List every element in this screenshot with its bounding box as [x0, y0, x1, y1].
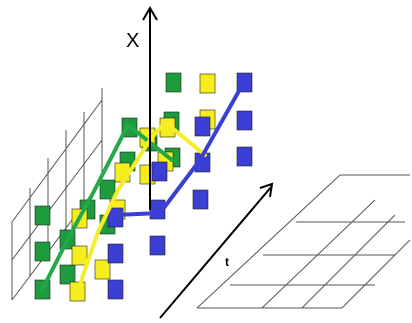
floor-grid-column	[301, 214, 396, 309]
blue-square-marker	[194, 116, 211, 137]
blue-square-marker	[107, 207, 124, 228]
left-grid-rung	[11, 139, 103, 261]
blue-square-marker	[107, 243, 124, 264]
yellow-square-marker	[199, 73, 216, 94]
t-axis-label: t	[225, 255, 229, 269]
t-axis-line	[159, 185, 273, 319]
floor-grid-column	[261, 199, 376, 309]
green-square-marker	[99, 179, 116, 200]
green-square-marker	[165, 72, 182, 93]
x-axis-label: X	[126, 30, 140, 52]
blue-square-marker	[149, 235, 166, 256]
blue-square-marker	[236, 110, 253, 131]
yellow-square-marker	[94, 259, 111, 280]
blue-square-marker	[192, 189, 209, 210]
yellow-trajectory-line	[76, 120, 207, 292]
t-axis-arrowhead	[259, 182, 274, 198]
green-square-marker	[59, 264, 76, 285]
blue-square-marker	[151, 161, 168, 182]
floor-grid-column	[196, 174, 341, 309]
green-square-marker	[34, 205, 51, 226]
x-axis-arrowhead	[142, 6, 158, 21]
blue-trajectory-line	[113, 80, 246, 217]
left-grid-rung	[11, 99, 103, 223]
blue-square-marker	[236, 146, 253, 167]
floor-grid-column	[341, 239, 411, 309]
blue-square-marker	[107, 279, 124, 300]
green-trajectory-line	[40, 123, 174, 292]
yellow-square-marker	[71, 245, 88, 266]
green-square-marker	[34, 241, 51, 262]
